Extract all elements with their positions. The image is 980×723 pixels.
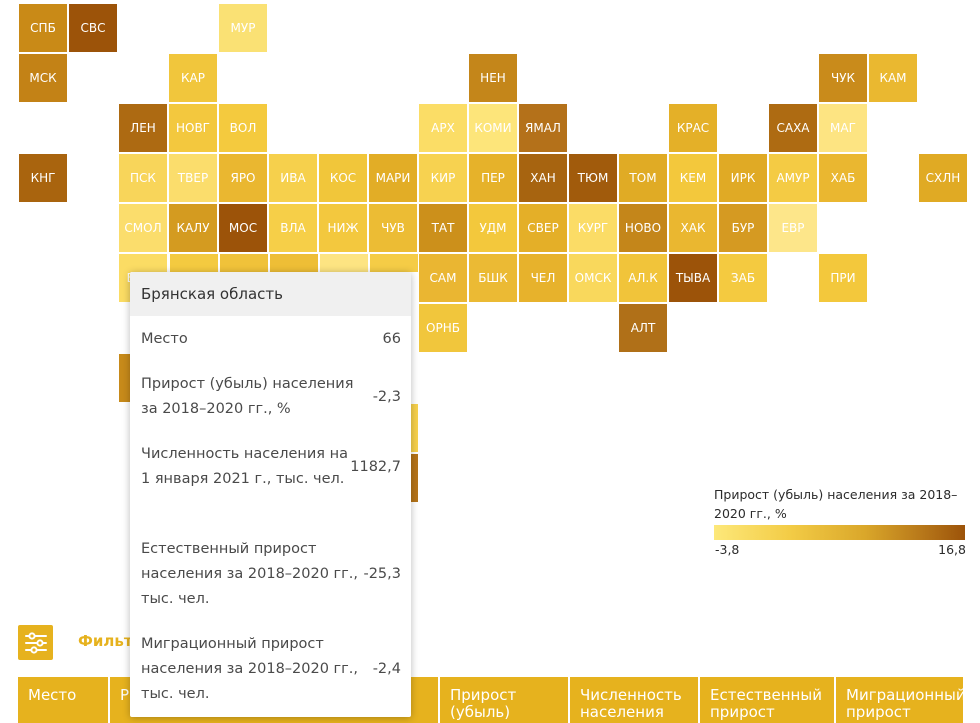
tooltip-title: Брянская область [130, 272, 411, 316]
region-tile-partial[interactable] [220, 254, 268, 272]
region-tile-вол[interactable]: ВОЛ [219, 104, 267, 152]
region-tile-partial[interactable] [370, 254, 418, 272]
legend-gradient-bar [714, 525, 965, 540]
region-tile-арх[interactable]: АРХ [419, 104, 467, 152]
tooltip-label: Естественный прирост населения за 2018–2… [141, 541, 359, 607]
region-tile-чел[interactable]: ЧЕЛ [519, 254, 567, 302]
region-tile-твер[interactable]: ТВЕР [169, 154, 217, 202]
region-tile-partial[interactable] [170, 254, 218, 272]
region-tile-тат[interactable]: ТАТ [419, 204, 467, 252]
tooltip-value: -25,3 [363, 566, 401, 582]
region-tile-partial[interactable] [411, 404, 418, 452]
region-tile-смол[interactable]: СМОЛ [119, 204, 167, 252]
region-tile-калу[interactable]: КАЛУ [169, 204, 217, 252]
region-tile-лен[interactable]: ЛЕН [119, 104, 167, 152]
region-tile-амур[interactable]: АМУР [769, 154, 817, 202]
region-tile-чук[interactable]: ЧУК [819, 54, 867, 102]
tooltip-row-population: Численность населения на 1 января 2021 г… [141, 442, 401, 492]
legend-min-label: -3,8 [715, 542, 740, 557]
region-tile-кар[interactable]: КАР [169, 54, 217, 102]
region-tile-свс[interactable]: СВС [69, 4, 117, 52]
region-tile-partial[interactable] [270, 254, 318, 272]
column-header-growth[interactable]: Прирост (убыль) [440, 677, 568, 723]
region-tile-удм[interactable]: УДМ [469, 204, 517, 252]
region-tile-схлн[interactable]: СХЛН [919, 154, 967, 202]
tooltip-row-growth: Прирост (убыль) населения за 2018–2020 г… [141, 372, 401, 422]
region-tile-пск[interactable]: ПСК [119, 154, 167, 202]
region-tile-мур[interactable]: МУР [219, 4, 267, 52]
region-tile-нен[interactable]: НЕН [469, 54, 517, 102]
tooltip-row-place: Место 66 [141, 327, 401, 352]
tooltip-label: Численность населения на 1 января 2021 г… [141, 446, 348, 487]
tooltip-value: -2,4 [372, 661, 401, 677]
column-header-population[interactable]: Численность населения [570, 677, 698, 723]
legend-max-label: 16,8 [938, 542, 966, 557]
region-tile-яро[interactable]: ЯРО [219, 154, 267, 202]
region-tile-тыва[interactable]: ТЫВА [669, 254, 717, 302]
filter-sliders-icon [24, 631, 47, 654]
region-tile-ива[interactable]: ИВА [269, 154, 317, 202]
filter-label[interactable]: Фильт [78, 632, 133, 650]
region-tile-partial[interactable] [411, 454, 418, 502]
region-tile-хаб[interactable]: ХАБ [819, 154, 867, 202]
tooltip-label: Место [141, 331, 188, 347]
region-tile-спб[interactable]: СПБ [19, 4, 67, 52]
region-tile-маг[interactable]: МАГ [819, 104, 867, 152]
column-header-natural-growth[interactable]: Естественный прирост [700, 677, 834, 723]
region-tile-крас[interactable]: КРАС [669, 104, 717, 152]
region-tile-хак[interactable]: ХАК [669, 204, 717, 252]
tooltip-row-natural-growth: Естественный прирост населения за 2018–2… [141, 537, 401, 612]
tooltip-label: Миграционный прирост населения за 2018–2… [141, 636, 359, 702]
region-tile-partial[interactable] [320, 254, 368, 272]
region-tile-евр[interactable]: ЕВР [769, 204, 817, 252]
region-tile-ниж[interactable]: НИЖ [319, 204, 367, 252]
tooltip-value: 66 [382, 331, 401, 347]
region-tile-кос[interactable]: КОС [319, 154, 367, 202]
region-tile-бшк[interactable]: БШК [469, 254, 517, 302]
tooltip-value: 1182,7 [350, 458, 401, 475]
region-tile-ямал[interactable]: ЯМАЛ [519, 104, 567, 152]
tooltip-label: Прирост (убыль) населения за 2018–2020 г… [141, 376, 354, 417]
region-tile-хан[interactable]: ХАН [519, 154, 567, 202]
region-tile-заб[interactable]: ЗАБ [719, 254, 767, 302]
column-header-place[interactable]: Место [18, 677, 108, 723]
legend-title: Прирост (убыль) населения за 2018–2020 г… [714, 487, 958, 521]
filter-button[interactable] [18, 625, 53, 660]
region-tile-сам[interactable]: САМ [419, 254, 467, 302]
region-tile-саха[interactable]: САХА [769, 104, 817, 152]
region-tile-ал.к[interactable]: АЛ.К [619, 254, 667, 302]
region-tile-том[interactable]: ТОМ [619, 154, 667, 202]
tooltip-value: -2,3 [372, 388, 401, 405]
region-tile-мари[interactable]: МАРИ [369, 154, 417, 202]
region-tile-омск[interactable]: ОМСК [569, 254, 617, 302]
region-tile-новг[interactable]: НОВГ [169, 104, 217, 152]
region-tile-мос[interactable]: МОС [219, 204, 267, 252]
region-tile-тюм[interactable]: ТЮМ [569, 154, 617, 202]
region-tile-бур[interactable]: БУР [719, 204, 767, 252]
region-tile-мск[interactable]: МСК [19, 54, 67, 102]
color-legend: Прирост (убыль) населения за 2018–2020 г… [714, 485, 966, 557]
region-tooltip: Брянская область Место 66 Прирост (убыль… [130, 272, 411, 717]
region-tile-свер[interactable]: СВЕР [519, 204, 567, 252]
region-tile-коми[interactable]: КОМИ [469, 104, 517, 152]
region-tile-кам[interactable]: КАМ [869, 54, 917, 102]
tooltip-row-migration-growth: Миграционный прирост населения за 2018–2… [141, 632, 401, 707]
region-tile-кнг[interactable]: КНГ [19, 154, 67, 202]
region-tile-ирк[interactable]: ИРК [719, 154, 767, 202]
region-tile-кир[interactable]: КИР [419, 154, 467, 202]
region-tile-орнб[interactable]: ОРНБ [419, 304, 467, 352]
region-tile-чув[interactable]: ЧУВ [369, 204, 417, 252]
column-header-migration-growth[interactable]: Миграционный прирост [836, 677, 963, 723]
region-tile-кем[interactable]: КЕМ [669, 154, 717, 202]
region-tile-при[interactable]: ПРИ [819, 254, 867, 302]
region-tile-ново[interactable]: НОВО [619, 204, 667, 252]
region-tile-алт[interactable]: АЛТ [619, 304, 667, 352]
region-tile-пер[interactable]: ПЕР [469, 154, 517, 202]
region-tile-вла[interactable]: ВЛА [269, 204, 317, 252]
region-tile-кург[interactable]: КУРГ [569, 204, 617, 252]
